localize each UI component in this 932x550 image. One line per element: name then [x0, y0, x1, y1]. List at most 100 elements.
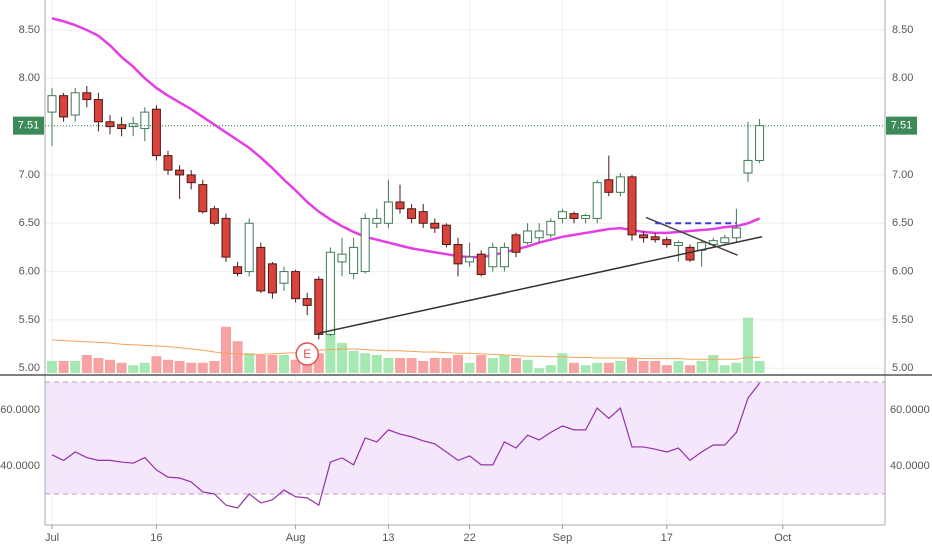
candle-body	[592, 182, 602, 219]
candle-body	[70, 92, 80, 116]
candle-body	[256, 246, 266, 292]
y-tick-label-right: 6.00	[892, 265, 913, 277]
volume-bar	[244, 353, 255, 373]
rsi-line	[51, 382, 761, 509]
volume-bar	[279, 355, 289, 373]
candle-body	[337, 253, 347, 263]
volume-bar	[163, 359, 173, 373]
candle-body	[82, 92, 92, 101]
candle-body	[534, 230, 544, 239]
y-tick-label: 8.50	[19, 24, 40, 36]
volume-bar	[476, 355, 487, 373]
volume-bar	[255, 355, 266, 373]
earnings-marker-label: E	[303, 347, 311, 361]
y-tick-label: 5.00	[19, 362, 40, 374]
volume-bar	[708, 355, 719, 373]
volume-bar	[395, 358, 405, 373]
volume-bar	[603, 362, 614, 373]
candle-body	[743, 159, 753, 174]
volume-bar	[360, 353, 371, 373]
volume-bar	[58, 361, 69, 373]
candle-body	[627, 176, 637, 236]
moving-average-line	[51, 17, 761, 259]
candle-body	[499, 246, 509, 268]
volume-bar	[371, 355, 382, 373]
volume-bar	[627, 358, 637, 373]
volume-bar	[487, 358, 498, 373]
candle-body	[209, 208, 219, 224]
volume-bar	[731, 362, 742, 373]
y-tick-label-right: 7.00	[892, 169, 913, 181]
candle-body	[105, 121, 115, 128]
volume-bar	[418, 361, 429, 373]
volume-bar	[337, 343, 347, 373]
volume-bar	[70, 361, 81, 373]
candle-body	[140, 111, 150, 130]
candle-body	[511, 234, 521, 253]
volume-bar	[743, 317, 753, 373]
y-tick-label-right: 6.50	[892, 217, 913, 229]
volume-bar	[209, 361, 220, 373]
y-tick-label-right: 8.50	[892, 24, 913, 36]
x-tick-label: 13	[382, 532, 394, 544]
volume-bar	[569, 362, 579, 373]
candle-body	[615, 176, 625, 193]
candle-body	[360, 217, 370, 273]
rsi-tick-label-right: 40.0000	[890, 460, 930, 472]
candle-body	[314, 278, 324, 335]
x-tick-label: 17	[661, 532, 673, 544]
candle-body	[47, 95, 57, 113]
candle-body	[755, 125, 765, 161]
candle-body	[430, 222, 440, 229]
rsi-tick-label-right: 60.0000	[890, 404, 930, 416]
earnings-marker[interactable]	[295, 342, 319, 366]
volume-bar	[453, 355, 463, 373]
volume-bar	[174, 361, 185, 373]
volume-bar	[638, 361, 649, 373]
volume-bar	[511, 358, 521, 373]
volume-bar	[348, 350, 359, 373]
volume-bar	[221, 326, 231, 373]
candle-body	[198, 184, 208, 213]
volume-bar	[696, 361, 707, 373]
candle-body	[383, 201, 393, 224]
candle-body	[569, 213, 579, 219]
x-tick-label: Aug	[286, 532, 306, 544]
candle-body	[557, 211, 567, 219]
volume-bar	[313, 353, 324, 373]
y-tick-label: 6.50	[19, 217, 40, 229]
volume-ma-line	[51, 339, 760, 360]
candle-body	[221, 217, 231, 258]
y-tick-label-right: 5.00	[892, 362, 913, 374]
volume-bar	[464, 362, 475, 373]
candle-body	[233, 266, 243, 275]
y-tick-label-right: 5.50	[892, 314, 913, 326]
x-tick-label: Jul	[45, 532, 59, 544]
volume-bar	[499, 355, 510, 373]
candle-body	[673, 242, 683, 246]
candle-body	[488, 246, 498, 268]
candle-body	[395, 201, 405, 210]
volume-bar	[661, 365, 672, 373]
last-price-label-right: 7.51	[891, 120, 912, 132]
volume-bar	[383, 358, 394, 373]
candle-body	[453, 244, 463, 265]
volume-bar	[93, 358, 104, 373]
volume-bar	[592, 362, 603, 373]
volume-bar	[557, 353, 568, 373]
candle-body	[546, 220, 556, 236]
candle-body	[407, 208, 417, 219]
candle-body	[186, 174, 196, 184]
candle-body	[244, 222, 254, 273]
last-price-box	[13, 116, 44, 135]
volume-bar	[406, 358, 417, 373]
candle-body	[93, 99, 103, 123]
candle-body	[59, 95, 69, 118]
volume-bar	[128, 365, 139, 373]
last-price-label: 7.51	[18, 120, 39, 132]
candle-body	[163, 155, 173, 171]
rsi-tick-label: 40.0000	[0, 460, 40, 472]
volume-bar	[151, 356, 162, 373]
last-price-box-right	[886, 116, 917, 135]
